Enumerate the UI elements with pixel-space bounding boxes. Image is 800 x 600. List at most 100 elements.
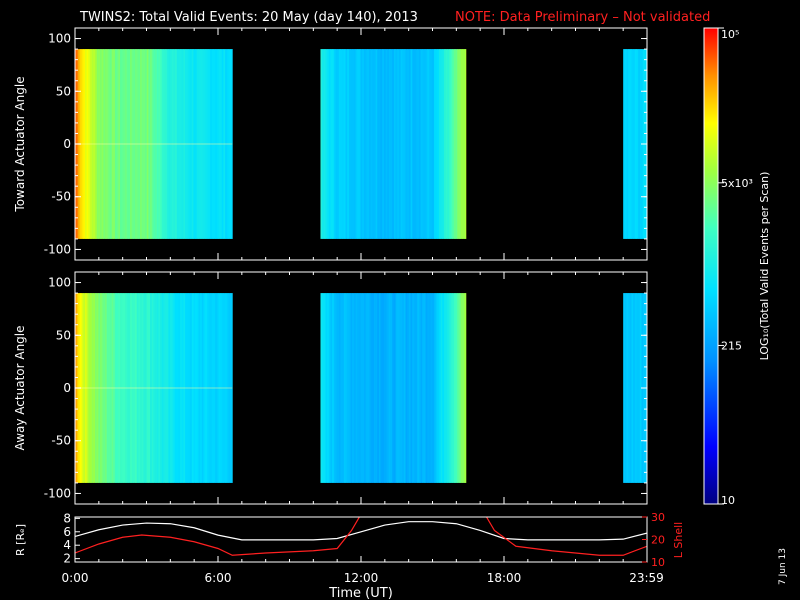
orbit-y-label: R [Rₑ] [14, 524, 27, 556]
toward-heatmap-column [397, 49, 400, 239]
away-heatmap-column [380, 293, 383, 483]
preliminary-note: NOTE: Data Preliminary – Not validated [455, 10, 710, 25]
away-heatmap-column [230, 293, 233, 483]
away-heatmap-column [367, 293, 370, 483]
away-heatmap-column [392, 293, 395, 483]
toward-heatmap-column [135, 49, 138, 239]
toward-heatmap-column [118, 49, 121, 239]
away-heatmap-column [176, 293, 179, 483]
away-heatmap-column [201, 293, 204, 483]
toward-y-ticks: 100 50 0 -50 -100 [44, 32, 647, 256]
away-heatmap-column [186, 293, 189, 483]
chart-title: TWINS2: Total Valid Events: 20 May (day … [79, 10, 418, 25]
away-heatmap-column [90, 293, 93, 483]
toward-heatmap-column [185, 49, 188, 239]
toward-heatmap-column [203, 49, 206, 239]
toward-heatmap-column [195, 49, 198, 239]
away-heatmap-column [123, 293, 126, 483]
away-heatmap-column [333, 293, 336, 483]
toward-heatmap-column [175, 49, 178, 239]
away-heatmap-column [125, 293, 128, 483]
away-heatmap-column [438, 293, 442, 483]
away-heatmap-column [155, 293, 158, 483]
toward-heatmap-column [153, 49, 156, 239]
toward-heatmap-column [330, 49, 333, 239]
l-shell-line [75, 517, 647, 556]
toward-heatmap-column [445, 49, 448, 239]
toward-heatmap-column [417, 49, 420, 239]
away-heatmap-column [216, 293, 219, 483]
toward-heatmap-column [393, 49, 396, 239]
orbit-y-tick-label: 4 [63, 538, 71, 552]
away-heatmap-column [395, 293, 398, 483]
toward-heatmap-column [148, 49, 151, 239]
toward-heatmap-column [345, 49, 348, 239]
away-heatmap-column [98, 293, 101, 483]
away-heatmap-column [357, 293, 360, 483]
toward-heatmap-column [193, 49, 196, 239]
toward-heatmap-column [141, 49, 144, 239]
away-heatmap-column [428, 293, 431, 483]
toward-heatmap-column [375, 49, 378, 239]
toward-heatmap-column [338, 49, 341, 239]
r-distance-line [75, 521, 647, 541]
toward-heatmap-column [143, 49, 146, 239]
toward-heatmap-column [191, 49, 194, 239]
away-heatmap-column [440, 293, 443, 483]
away-heatmap-column [368, 293, 371, 483]
away-heatmap-column [133, 293, 136, 483]
toward-heatmap-column [98, 49, 101, 239]
away-heatmap-column [328, 293, 331, 483]
toward-heatmap-column [166, 49, 169, 239]
toward-heatmap-column [115, 49, 118, 239]
toward-heatmap-column [348, 49, 351, 239]
toward-heatmap-column [138, 49, 141, 239]
toward-heatmap-column [377, 49, 380, 239]
toward-heatmap-column [382, 49, 385, 239]
away-heatmap-column [198, 293, 201, 483]
away-heatmap-column [433, 293, 436, 483]
away-heatmap-column [352, 293, 355, 483]
toward-heatmap-column [372, 49, 375, 239]
toward-heatmap-column [173, 49, 176, 239]
toward-heatmap-column [363, 49, 366, 239]
away-heatmap-column [211, 293, 214, 483]
away-heatmap-column [410, 293, 413, 483]
away-heatmap-column [390, 293, 393, 483]
toward-y-tick-label: 0 [63, 137, 71, 151]
away-heatmap-column [437, 293, 440, 483]
toward-heatmap-column [128, 49, 131, 239]
toward-heatmap-column [213, 49, 216, 239]
away-y-ticks: 100 50 0 -50 -100 [44, 276, 647, 500]
away-heatmap-column [423, 293, 426, 483]
away-heatmap-column [393, 293, 396, 483]
toward-heatmap-column [350, 49, 353, 239]
away-heatmap-column [332, 293, 335, 483]
toward-heatmap-column [623, 49, 626, 239]
toward-heatmap-column [415, 49, 418, 239]
toward-heatmap-column [230, 49, 233, 239]
away-heatmap-column [413, 293, 416, 483]
away-heatmap-column [320, 293, 323, 483]
time-axis-label: Time (UT) [328, 586, 393, 600]
away-heatmap-column [175, 293, 178, 483]
toward-x-ticks [74, 28, 648, 260]
orbit-y-tick-label: 8 [63, 511, 71, 525]
away-heatmap-column [96, 293, 99, 483]
toward-heatmap-column [432, 49, 435, 239]
toward-heatmap-column [163, 49, 166, 239]
away-heatmap-column [191, 293, 194, 483]
away-heatmap-column [231, 293, 233, 483]
away-heatmap-column [420, 293, 423, 483]
away-heatmap-column [623, 293, 626, 483]
toward-heatmap-column [218, 49, 221, 239]
colorbar-tick-label: 5x10³ [721, 177, 753, 190]
away-heatmap-column [88, 293, 91, 483]
away-heatmap-column [93, 293, 96, 483]
toward-heatmap-column [196, 49, 199, 239]
toward-heatmap-column [418, 49, 421, 239]
away-y-tick-label: -100 [44, 486, 71, 500]
away-heatmap-column [348, 293, 351, 483]
away-heatmap-column [121, 293, 124, 483]
